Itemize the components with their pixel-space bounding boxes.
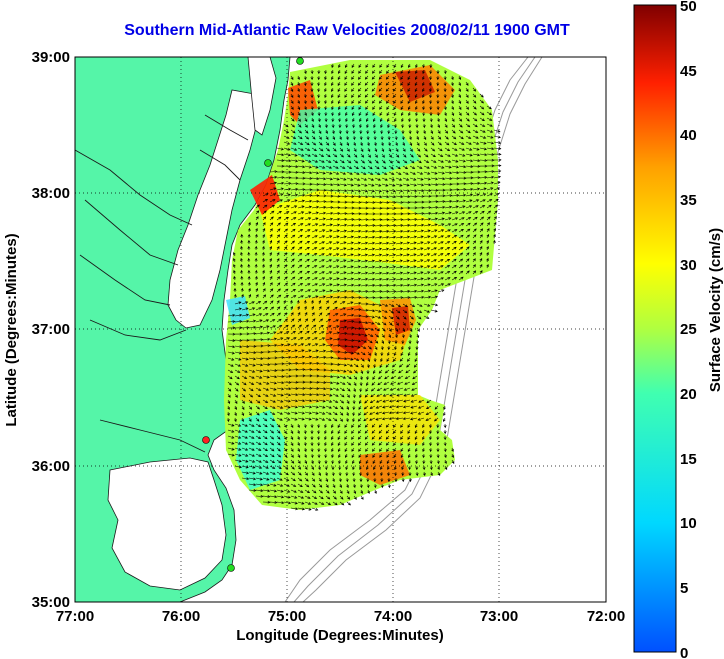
x-axis-label: Longitude (Degrees:Minutes) — [236, 627, 444, 644]
velocity-vectors — [226, 63, 502, 511]
colorbar-tick: 45 — [680, 63, 697, 80]
x-tick: 75:00 — [268, 608, 306, 625]
chesapeake-bay — [167, 89, 261, 329]
x-tick-labels: 77:00 76:00 75:00 74:00 73:00 72:00 — [56, 608, 625, 625]
y-tick-labels: 39:00 38:00 37:00 36:00 35:00 — [32, 49, 70, 611]
colorbar-ticks: 50 45 40 35 30 25 20 15 10 5 0 — [680, 0, 697, 659]
colorbar-tick: 15 — [680, 451, 697, 468]
colorbar-tick: 35 — [680, 192, 697, 209]
x-tick: 72:00 — [587, 608, 625, 625]
y-tick: 37:00 — [32, 321, 70, 338]
station-marker — [296, 57, 304, 65]
map-title: Southern Mid-Atlantic Raw Velocities 200… — [124, 22, 570, 39]
station-marker-inactive — [202, 436, 210, 444]
x-tick: 73:00 — [480, 608, 518, 625]
y-tick: 39:00 — [32, 49, 70, 66]
rivers — [75, 114, 249, 453]
grid-lines — [75, 57, 606, 602]
x-tick: 74:00 — [374, 608, 412, 625]
x-tick: 77:00 — [56, 608, 94, 625]
delaware-bay — [247, 57, 277, 136]
y-axis-label: Latitude (Degrees:Minutes) — [3, 233, 20, 426]
radar-stations — [202, 57, 304, 572]
y-tick: 35:00 — [32, 594, 70, 611]
colorbar-tick: 30 — [680, 257, 697, 274]
velocity-field — [224, 60, 502, 511]
plot-frame — [74, 56, 607, 603]
x-tick: 76:00 — [162, 608, 200, 625]
y-tick: 36:00 — [32, 458, 70, 475]
colorbar-tick: 40 — [680, 127, 697, 144]
pamlico-sound — [107, 457, 227, 591]
colorbar — [633, 4, 677, 653]
colorbar-tick: 50 — [680, 0, 697, 15]
y-tick: 38:00 — [32, 185, 70, 202]
station-marker — [264, 159, 272, 167]
colorbar-tick: 0 — [680, 645, 688, 659]
colorbar-label: Surface Velocity (cm/s) — [707, 228, 724, 392]
colorbar-tick: 20 — [680, 386, 697, 403]
station-marker — [227, 564, 235, 572]
colorbar-tick: 5 — [680, 580, 688, 597]
bathymetry-contours — [284, 57, 543, 602]
colorbar-tick: 10 — [680, 515, 697, 532]
colorbar-tick: 25 — [680, 321, 697, 338]
